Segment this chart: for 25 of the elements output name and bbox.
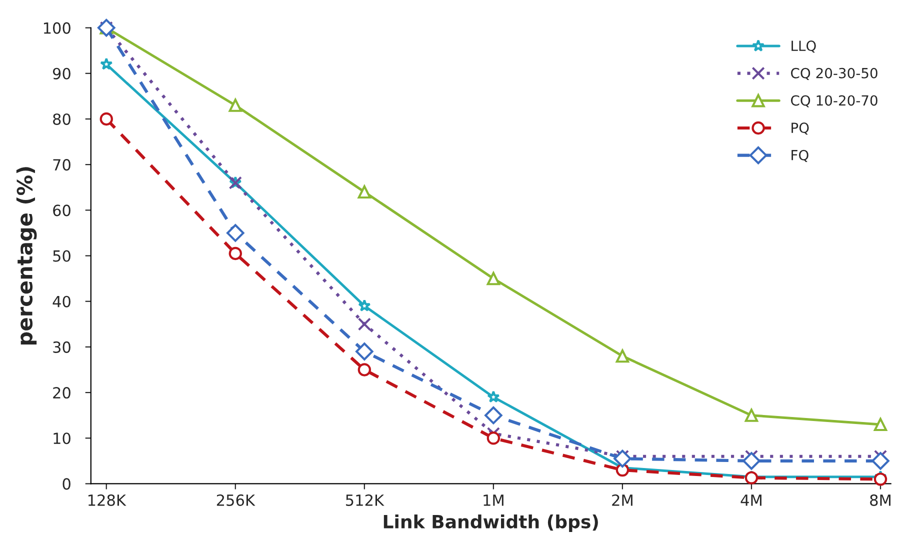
y-tick-label: 70 <box>53 159 70 171</box>
y-tick-label: 90 <box>52 68 70 80</box>
x-tick-label: 4M <box>740 494 762 506</box>
y-tick-label: 0 <box>62 478 70 490</box>
x-tick-label: 128K <box>88 494 126 506</box>
y-tick-label: 80 <box>53 113 70 126</box>
y-tick-label: 50 <box>53 250 70 262</box>
y-tick-label: 10 <box>54 432 70 444</box>
y-tick-label: 100 <box>44 22 70 34</box>
y-axis-title: percentage (%) <box>16 167 37 344</box>
x-tick-label: 1M <box>484 494 504 506</box>
x-tick-label: 8M <box>870 494 890 506</box>
x-axis-title: Link Bandwidth (bps) <box>384 514 598 532</box>
legend-label: CQ 10-20-70 <box>791 95 878 108</box>
y-tick-label: 60 <box>53 204 70 216</box>
x-tick-label: 256K <box>216 494 256 506</box>
y-tick-label: 40 <box>52 296 70 308</box>
y-tick-label: 20 <box>53 387 70 399</box>
x-tick-label: 2M <box>612 494 632 506</box>
y-tick-label: 30 <box>53 341 70 353</box>
legend-label: FQ <box>792 150 808 162</box>
legend-label: PQ <box>792 122 809 135</box>
legend-label: LLQ <box>792 40 816 53</box>
legend-label: CQ 20-30-50 <box>791 68 878 80</box>
x-tick-label: 512K <box>346 494 384 506</box>
